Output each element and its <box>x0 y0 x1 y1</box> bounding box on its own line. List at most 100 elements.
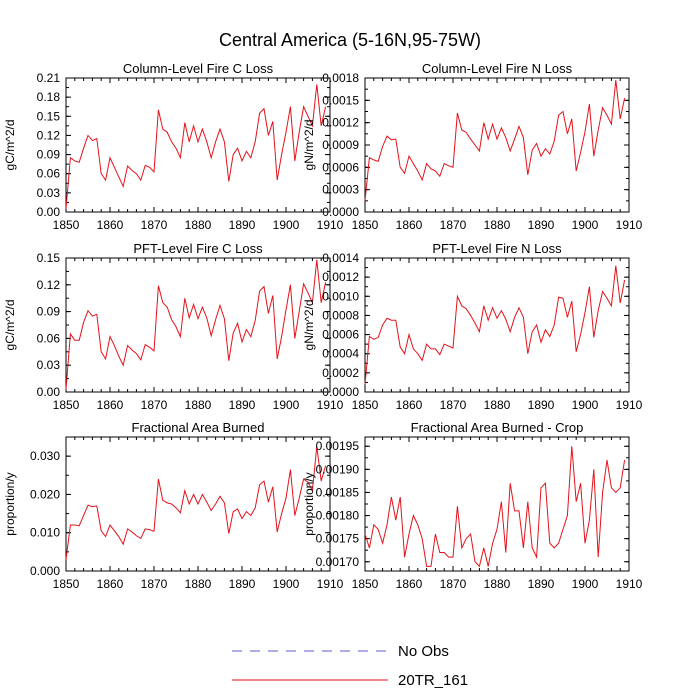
y-tick-label: 0.0014 <box>322 251 359 265</box>
x-tick-label: 1850 <box>53 577 80 591</box>
y-tick-label: 0.030 <box>30 449 60 463</box>
x-tick-label: 1850 <box>352 218 379 232</box>
y-tick-label: 0.010 <box>30 526 60 540</box>
x-tick-label: 1890 <box>229 398 256 412</box>
x-tick-label: 1900 <box>273 398 300 412</box>
x-tick-label: 1870 <box>440 218 467 232</box>
x-tick-label: 1880 <box>185 218 212 232</box>
panel-title: PFT-Level Fire N Loss <box>432 241 562 256</box>
y-tick-label: 0.00180 <box>316 509 360 523</box>
y-tick-label: 0.06 <box>37 167 61 181</box>
x-tick-label: 1860 <box>97 398 124 412</box>
y-tick-label: 0.000 <box>30 564 60 578</box>
plot-frame <box>364 257 630 393</box>
y-tick-label: 0.0004 <box>322 347 359 361</box>
x-tick-label: 1880 <box>484 398 511 412</box>
y-tick-label: 0.0012 <box>322 116 359 130</box>
panel-title: Column-Level Fire N Loss <box>422 61 573 76</box>
x-tick-label: 1910 <box>616 577 643 591</box>
panel-3: PFT-Level Fire C Loss gC/m^2/d 1850 1860 187… <box>3 241 344 412</box>
panel-title: Fractional Area Burned - Crop <box>411 420 584 435</box>
panel-title: Column-Level Fire C Loss <box>123 61 274 76</box>
figure-title: Central America (5-16N,95-75W) <box>219 30 481 50</box>
x-tick-label: 1870 <box>440 398 467 412</box>
panel-1: Column-Level Fire C Loss gC/m^2/d 1850 1860… <box>3 61 344 232</box>
x-tick-label: 1910 <box>317 577 344 591</box>
panel-2: Column-Level Fire N Loss gN/m^2/d 1850 1860… <box>302 61 643 232</box>
x-tick-label: 1890 <box>528 218 555 232</box>
series-line-20tr-161 <box>364 265 626 385</box>
x-tick-label: 1890 <box>528 398 555 412</box>
x-tick-label: 1860 <box>396 398 423 412</box>
x-tick-label: 1900 <box>273 218 300 232</box>
x-tick-label: 1880 <box>484 218 511 232</box>
y-tick-label: 0.0018 <box>322 71 359 85</box>
x-tick-label: 1870 <box>141 218 168 232</box>
y-tick-label: 0.020 <box>30 487 60 501</box>
y-tick-label: 0.0010 <box>322 289 359 303</box>
y-axis-label: gC/m^2/d <box>3 300 17 351</box>
y-tick-label: 0.00190 <box>316 462 360 476</box>
y-tick-label: 0.0006 <box>322 160 359 174</box>
x-tick-label: 1910 <box>317 218 344 232</box>
y-tick-label: 0.15 <box>37 109 61 123</box>
x-tick-label: 1880 <box>484 577 511 591</box>
x-tick-label: 1880 <box>185 577 212 591</box>
y-tick-label: 0.0006 <box>322 328 359 342</box>
panel-title: PFT-Level Fire C Loss <box>133 241 263 256</box>
plot-frame <box>65 257 331 393</box>
plot-frame <box>364 77 630 213</box>
y-tick-label: 0.0000 <box>322 205 359 219</box>
y-tick-label: 0.12 <box>37 278 61 292</box>
y-tick-label: 0.15 <box>37 251 61 265</box>
y-tick-label: 0.21 <box>37 71 61 85</box>
y-tick-label: 0.00170 <box>316 555 360 569</box>
x-tick-label: 1880 <box>185 398 212 412</box>
y-tick-label: 0.00185 <box>316 485 360 499</box>
x-tick-label: 1900 <box>572 577 599 591</box>
y-axis-label: proportion/y <box>302 472 316 535</box>
y-tick-label: 0.03 <box>37 358 61 372</box>
y-tick-label: 0.03 <box>37 186 61 200</box>
y-tick-label: 0.00 <box>37 385 61 399</box>
series-line-20tr-161 <box>364 80 626 201</box>
x-tick-label: 1890 <box>229 218 256 232</box>
x-tick-label: 1850 <box>53 218 80 232</box>
legend: No Obs 20TR_161 <box>232 643 468 689</box>
x-tick-label: 1860 <box>396 577 423 591</box>
y-tick-label: 0.18 <box>37 90 61 104</box>
legend-label-no-obs: No Obs <box>398 643 449 660</box>
y-tick-label: 0.00195 <box>316 439 360 453</box>
panel-6: Fractional Area Burned - Crop proportion/… <box>302 420 643 591</box>
y-tick-label: 0.12 <box>37 128 61 142</box>
x-tick-label: 1900 <box>572 218 599 232</box>
x-tick-label: 1850 <box>53 398 80 412</box>
x-tick-label: 1910 <box>317 398 344 412</box>
y-tick-label: 0.0008 <box>322 308 359 322</box>
series-line-20tr-161 <box>364 446 626 568</box>
y-tick-label: 0.0000 <box>322 385 359 399</box>
y-tick-label: 0.09 <box>37 148 61 162</box>
x-tick-label: 1860 <box>97 218 124 232</box>
legend-label-20tr-161: 20TR_161 <box>398 672 468 689</box>
series-line-20tr-161 <box>65 446 327 560</box>
y-axis-label: gC/m^2/d <box>3 120 17 171</box>
y-axis-label: proportion/y <box>3 472 17 535</box>
x-tick-label: 1870 <box>141 577 168 591</box>
x-tick-label: 1860 <box>97 577 124 591</box>
series-line-20tr-161 <box>65 84 327 209</box>
y-tick-label: 0.06 <box>37 331 61 345</box>
x-tick-label: 1860 <box>396 218 423 232</box>
x-tick-label: 1870 <box>141 398 168 412</box>
plot-frame <box>65 77 331 213</box>
panel-5: Fractional Area Burned proportion/y 1850 18… <box>3 420 344 591</box>
y-tick-label: 0.0009 <box>322 138 359 152</box>
x-tick-label: 1900 <box>572 398 599 412</box>
y-tick-label: 0.0003 <box>322 183 359 197</box>
x-tick-label: 1890 <box>528 577 555 591</box>
panel-4: PFT-Level Fire N Loss gN/m^2/d 1850 1860 187… <box>302 241 643 412</box>
x-tick-label: 1900 <box>273 577 300 591</box>
y-axis-label: gN/m^2/d <box>302 120 316 171</box>
y-axis-label: gN/m^2/d <box>302 300 316 351</box>
